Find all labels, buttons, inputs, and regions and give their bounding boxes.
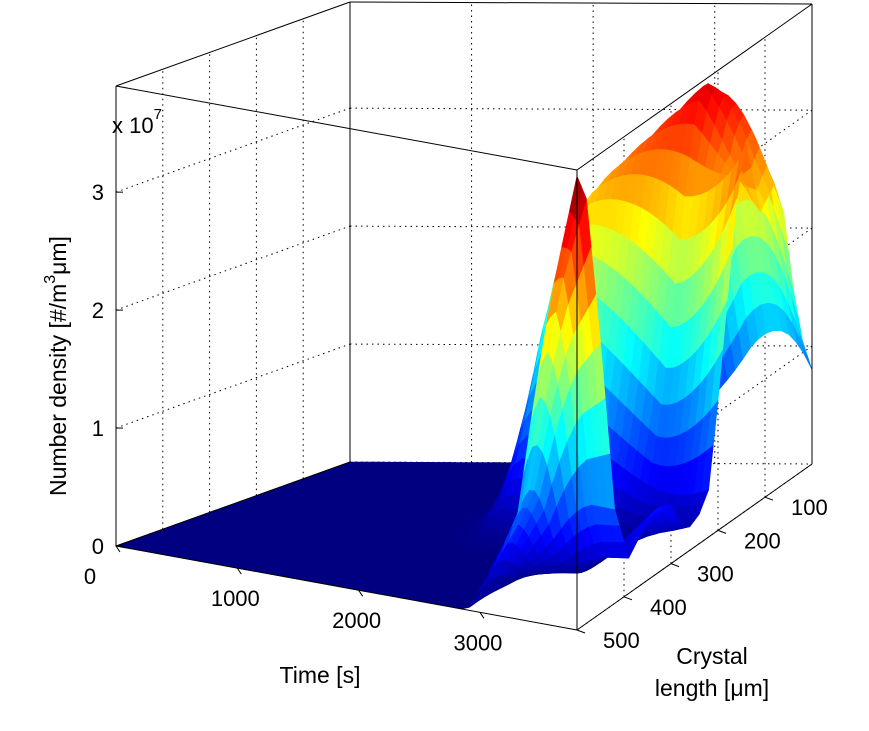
y-tick	[623, 596, 633, 601]
z-tick-label: 2	[92, 298, 104, 323]
y-tick-label: 500	[603, 628, 640, 653]
y-tick-label: 200	[744, 528, 781, 553]
y-axis-title-line2: length [μm]	[655, 675, 769, 701]
y-tick	[576, 629, 586, 634]
surface-mesh	[114, 82, 813, 610]
z-tick-label: 0	[92, 534, 104, 559]
x-tick-label: 1000	[211, 586, 260, 611]
y-tick	[717, 529, 727, 534]
grid-line	[349, 107, 813, 111]
y-tick	[764, 496, 774, 501]
exponent-label: x 107	[112, 106, 162, 138]
y-tick	[670, 563, 680, 568]
z-axis-title: Number density [#/m3μm]	[42, 236, 71, 496]
z-tick-label: 3	[92, 180, 104, 205]
box-edge	[349, 1, 813, 5]
box-edge	[115, 1, 351, 87]
exponent-power: 7	[154, 106, 162, 123]
x-tick-label: 3000	[453, 630, 502, 655]
y-tick-label: 100	[791, 495, 828, 520]
z-tick-label: 1	[92, 416, 104, 441]
x-axis-title: Time [s]	[280, 662, 361, 688]
x-tick-label: 0	[84, 564, 96, 589]
y-tick-label: 300	[697, 562, 734, 587]
y-axis-title-line1: Crystal	[676, 643, 748, 669]
x-tick-label: 2000	[332, 608, 381, 633]
y-tick-label: 400	[650, 595, 687, 620]
box-edge	[115, 85, 578, 171]
grid-line	[115, 225, 351, 311]
grid-line	[115, 343, 351, 429]
